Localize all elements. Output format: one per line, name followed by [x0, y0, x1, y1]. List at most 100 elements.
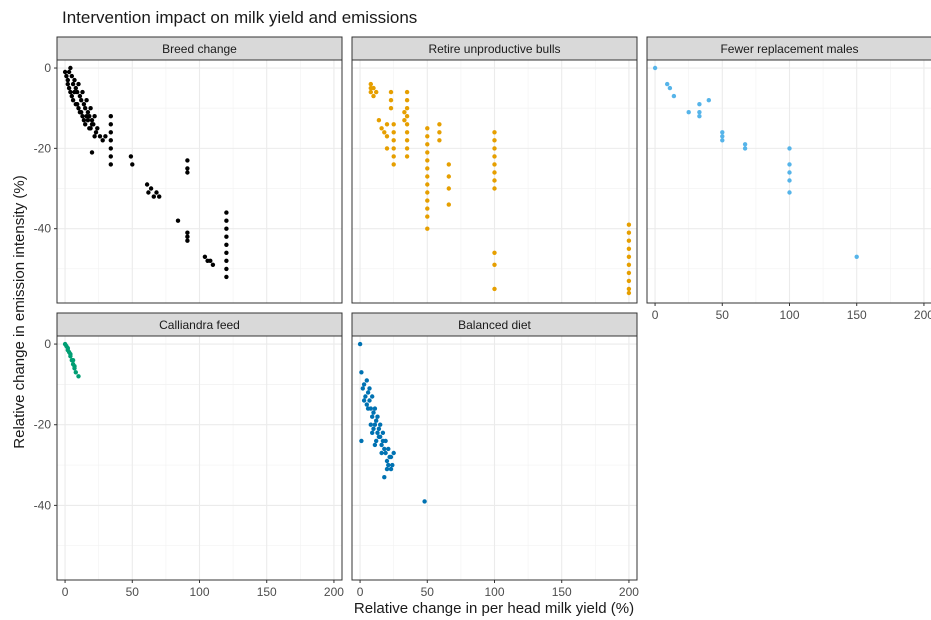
data-point — [720, 130, 725, 135]
data-point — [367, 398, 372, 403]
data-point — [224, 218, 229, 223]
data-point — [492, 138, 497, 143]
data-point — [202, 254, 208, 259]
data-point — [108, 130, 114, 135]
data-point — [492, 286, 497, 292]
data-point — [390, 462, 395, 468]
data-point — [69, 93, 75, 99]
data-point — [72, 77, 77, 83]
x-tick-label: 100 — [484, 585, 504, 599]
data-point — [108, 138, 114, 143]
data-point — [697, 102, 702, 107]
data-point — [404, 114, 410, 119]
facet-strip-label: Calliandra feed — [159, 318, 240, 332]
data-point — [372, 442, 378, 448]
data-point — [425, 150, 430, 155]
data-point — [185, 238, 190, 243]
data-point — [446, 162, 451, 167]
data-point — [68, 89, 73, 95]
data-point — [224, 250, 229, 255]
data-point — [88, 106, 93, 111]
data-point — [368, 89, 373, 95]
x-tick-label: 200 — [619, 585, 639, 599]
chart-title: Intervention impact on milk yield and em… — [62, 8, 417, 27]
y-tick-label: -20 — [34, 141, 52, 155]
data-point — [391, 130, 396, 135]
data-point — [370, 414, 375, 419]
data-point — [368, 81, 373, 87]
data-point — [361, 398, 367, 403]
data-point — [108, 154, 114, 159]
facet-strip-label: Breed change — [162, 42, 237, 56]
data-point — [391, 138, 396, 143]
data-point — [224, 266, 229, 272]
data-point — [425, 190, 430, 195]
data-point — [185, 170, 190, 175]
x-tick-label: 150 — [552, 585, 572, 599]
data-point — [626, 254, 632, 259]
data-point — [720, 134, 725, 139]
data-point — [492, 262, 497, 267]
x-tick-label: 200 — [324, 585, 344, 599]
data-point — [224, 234, 229, 239]
data-point — [84, 114, 89, 119]
data-point — [360, 386, 365, 391]
data-point — [446, 174, 451, 179]
data-point — [626, 286, 632, 292]
facet-panel: Balanced diet 0 50 100 150 200 — [351, 312, 639, 599]
data-point — [224, 242, 229, 247]
data-point — [425, 226, 430, 231]
data-point — [379, 450, 384, 456]
data-point — [72, 89, 77, 95]
data-point — [70, 81, 76, 87]
data-point — [128, 154, 134, 159]
data-point — [148, 186, 154, 191]
data-point — [388, 106, 394, 111]
data-point — [370, 394, 375, 399]
data-point — [626, 290, 632, 296]
data-point — [80, 114, 85, 119]
data-point — [371, 85, 376, 91]
data-point — [425, 214, 430, 219]
data-point — [492, 250, 497, 255]
x-tick-label: 150 — [847, 308, 867, 322]
data-point — [83, 122, 88, 127]
data-point — [364, 378, 369, 383]
data-point — [404, 106, 410, 111]
data-point — [89, 118, 95, 123]
data-point — [425, 206, 430, 211]
data-point — [100, 138, 105, 143]
data-point — [626, 222, 632, 227]
data-point — [367, 386, 372, 391]
data-point — [425, 198, 430, 203]
data-point — [626, 238, 632, 243]
data-point — [103, 134, 108, 139]
data-point — [83, 106, 88, 111]
data-point — [425, 166, 430, 171]
data-point — [742, 142, 748, 147]
data-point — [185, 166, 190, 171]
data-point — [686, 110, 691, 115]
data-point — [371, 410, 376, 415]
data-point — [374, 418, 379, 423]
data-point — [382, 446, 387, 452]
data-point — [671, 93, 677, 99]
data-point — [787, 190, 792, 195]
data-point — [380, 430, 386, 435]
data-point — [73, 370, 79, 375]
data-point — [492, 146, 497, 151]
data-point — [151, 194, 156, 199]
data-point — [384, 122, 390, 127]
data-point — [92, 114, 97, 119]
data-point — [81, 118, 87, 123]
facet-strip-label: Fewer replacement males — [720, 42, 858, 56]
data-point — [626, 270, 632, 276]
data-point — [108, 114, 114, 119]
data-point — [87, 126, 92, 131]
data-point — [374, 438, 379, 444]
x-tick-label: 200 — [914, 308, 931, 322]
data-point — [224, 274, 229, 280]
facet-strip-label: Balanced diet — [458, 318, 531, 332]
data-point — [384, 146, 390, 151]
data-point — [402, 118, 407, 123]
